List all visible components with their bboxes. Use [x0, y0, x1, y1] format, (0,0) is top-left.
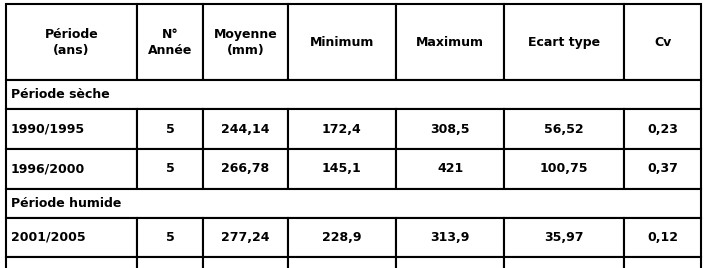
- Text: Moyenne
(mm): Moyenne (mm): [214, 28, 277, 57]
- Text: 228,9: 228,9: [322, 231, 362, 244]
- Bar: [203, 4, 288, 80]
- Bar: [504, 149, 624, 189]
- Text: 5: 5: [165, 231, 175, 244]
- Bar: [396, 218, 504, 257]
- Text: 172,4: 172,4: [322, 123, 362, 136]
- Text: 1996/2000: 1996/2000: [11, 162, 85, 175]
- Text: Période humide: Période humide: [11, 197, 121, 210]
- Bar: [624, 149, 701, 189]
- Bar: [203, 109, 288, 149]
- Text: 5: 5: [165, 162, 175, 175]
- Bar: [504, 257, 624, 268]
- Bar: [396, 149, 504, 189]
- Bar: [137, 257, 203, 268]
- Bar: [624, 257, 701, 268]
- Text: 308,5: 308,5: [431, 123, 470, 136]
- Text: 100,75: 100,75: [540, 162, 588, 175]
- Text: Maximum: Maximum: [416, 36, 484, 49]
- Bar: [624, 4, 701, 80]
- Bar: [6, 189, 701, 218]
- Bar: [6, 4, 137, 80]
- Bar: [203, 149, 288, 189]
- Text: 0,23: 0,23: [647, 123, 678, 136]
- Text: Ecart type: Ecart type: [528, 36, 600, 49]
- Bar: [624, 109, 701, 149]
- Bar: [203, 218, 288, 257]
- Bar: [137, 218, 203, 257]
- Bar: [6, 149, 137, 189]
- Bar: [288, 218, 396, 257]
- Text: 5: 5: [165, 123, 175, 136]
- Text: 2001/2005: 2001/2005: [11, 231, 86, 244]
- Text: Période sèche: Période sèche: [11, 88, 110, 101]
- Text: 313,9: 313,9: [431, 231, 470, 244]
- Bar: [137, 4, 203, 80]
- Text: Période
(ans): Période (ans): [45, 28, 98, 57]
- Bar: [137, 149, 203, 189]
- Bar: [137, 109, 203, 149]
- Bar: [504, 109, 624, 149]
- Bar: [288, 109, 396, 149]
- Bar: [396, 109, 504, 149]
- Text: Cv: Cv: [654, 36, 672, 49]
- Text: 145,1: 145,1: [322, 162, 362, 175]
- Bar: [203, 257, 288, 268]
- Bar: [288, 257, 396, 268]
- Bar: [504, 218, 624, 257]
- Text: 35,97: 35,97: [544, 231, 584, 244]
- Bar: [6, 109, 137, 149]
- Bar: [504, 4, 624, 80]
- Bar: [288, 4, 396, 80]
- Text: N°
Année: N° Année: [148, 28, 192, 57]
- Text: 56,52: 56,52: [544, 123, 584, 136]
- Bar: [6, 257, 137, 268]
- Bar: [396, 4, 504, 80]
- Text: 277,24: 277,24: [221, 231, 269, 244]
- Text: 0,37: 0,37: [647, 162, 678, 175]
- Bar: [6, 218, 137, 257]
- Text: Minimum: Minimum: [310, 36, 374, 49]
- Text: 421: 421: [437, 162, 463, 175]
- Text: 266,78: 266,78: [221, 162, 269, 175]
- Bar: [288, 149, 396, 189]
- Bar: [624, 218, 701, 257]
- Text: 1990/1995: 1990/1995: [11, 123, 85, 136]
- Text: 0,12: 0,12: [647, 231, 678, 244]
- Bar: [396, 257, 504, 268]
- Bar: [6, 80, 701, 109]
- Text: 244,14: 244,14: [221, 123, 269, 136]
